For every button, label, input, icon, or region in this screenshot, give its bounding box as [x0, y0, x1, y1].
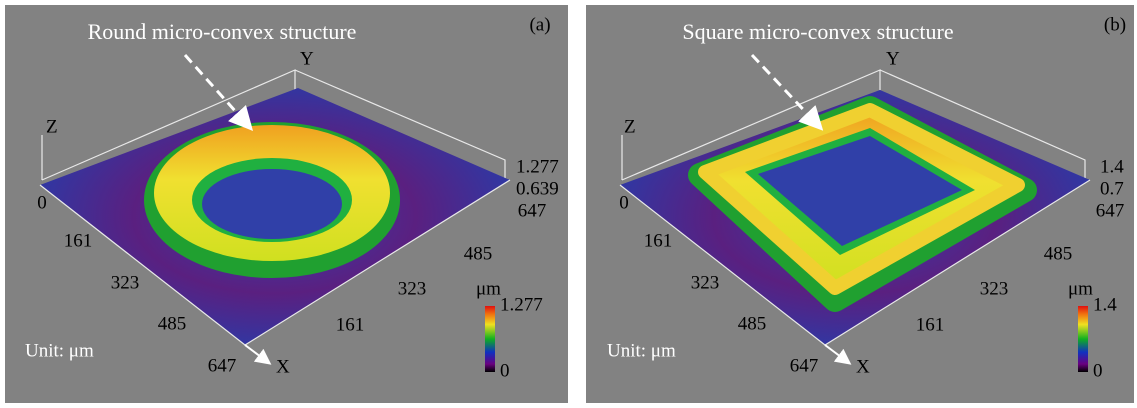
y-tick: 647 [1096, 200, 1125, 221]
colorbar-unit: μm [1068, 278, 1093, 299]
z-tick: 0.639 [516, 178, 559, 199]
y-tick: 323 [980, 278, 1009, 299]
colorbar [485, 306, 495, 372]
y-axis-label: Y [886, 48, 900, 69]
x-tick: 323 [111, 272, 140, 293]
panel-b: Square micro-convex structure (b) Z Y X … [586, 5, 1134, 403]
x-arrow [824, 344, 852, 365]
y-tick: 647 [518, 200, 547, 221]
colorbar [1078, 306, 1088, 372]
x-axis-label: X [856, 356, 870, 377]
z-tick: 1.277 [516, 156, 559, 177]
z-axis-label: Z [46, 116, 58, 137]
x-tick: 161 [644, 230, 673, 251]
x-tick: 647 [790, 355, 819, 376]
colorbar-max: 1.277 [500, 294, 543, 315]
x-tick: 161 [64, 230, 93, 251]
annotation: Square micro-convex structure [682, 19, 953, 44]
z-tick: 1.4 [1100, 156, 1124, 177]
x-tick: 485 [158, 313, 187, 334]
colorbar-min: 0 [1093, 360, 1103, 381]
x-axis-label: X [276, 356, 290, 377]
y-tick: 323 [398, 278, 427, 299]
box-lines [41, 69, 506, 181]
z-axis-label: Z [624, 116, 636, 137]
x-tick: 647 [208, 355, 237, 376]
panel-letter: (a) [529, 14, 550, 35]
y-tick: 161 [336, 314, 365, 335]
x-tick: 0 [37, 192, 47, 213]
unit-note: Unit: μm [25, 340, 94, 361]
colorbar-max: 1.4 [1093, 294, 1117, 315]
z-tick: 0.7 [1100, 178, 1124, 199]
x-tick: 323 [691, 272, 720, 293]
square-hole [758, 136, 962, 246]
colorbar-unit: μm [476, 278, 501, 299]
panel-a: Round micro-convex structure (a) Z Y X 0… [5, 5, 568, 403]
ring-hole [202, 169, 342, 239]
y-tick: 485 [1044, 243, 1073, 264]
annotation: Round micro-convex structure [88, 19, 357, 44]
x-arrow [244, 344, 272, 365]
y-tick: 161 [916, 314, 945, 335]
colorbar-min: 0 [500, 360, 510, 381]
unit-note: Unit: μm [607, 340, 676, 361]
x-tick: 0 [619, 192, 629, 213]
box-lines [621, 69, 1086, 181]
panel-letter: (b) [1104, 14, 1126, 35]
y-tick: 485 [464, 243, 493, 264]
y-axis-label: Y [300, 48, 314, 69]
x-tick: 485 [738, 313, 767, 334]
